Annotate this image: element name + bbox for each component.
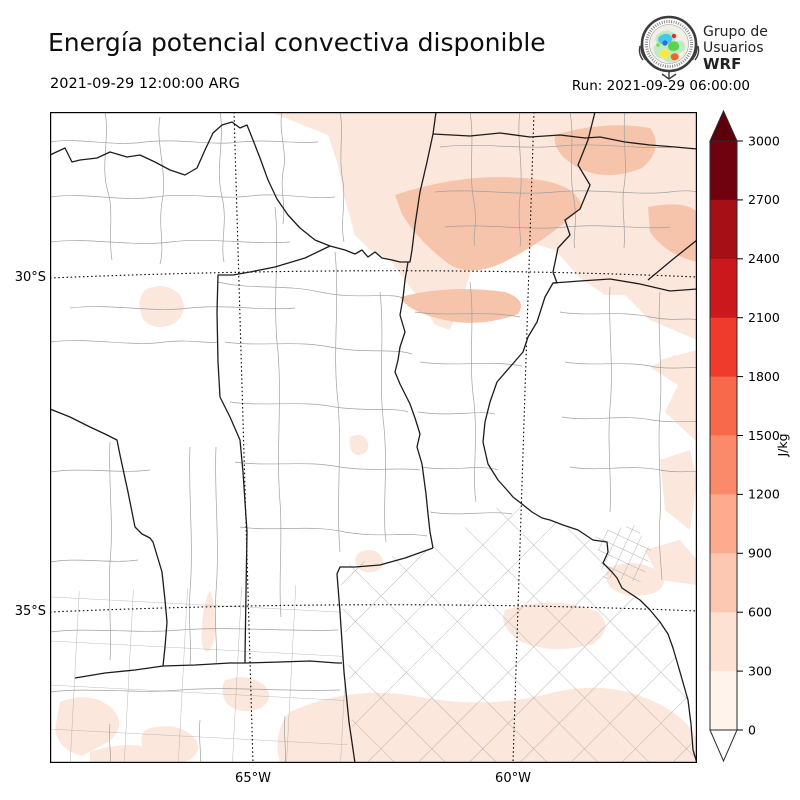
colorbar-tick-label: 0	[748, 722, 756, 737]
map-border	[50, 112, 697, 763]
colorbar-segment	[710, 553, 737, 613]
colorbar-segment	[710, 612, 737, 672]
wrf-logo-wordmark: Grupo de Usuarios WRF	[703, 24, 768, 72]
colorbar-segment	[710, 199, 737, 260]
colorbar-segment	[710, 494, 737, 554]
colorbar-segment	[710, 317, 737, 378]
colorbar-tick-label: 3000	[748, 133, 780, 148]
colorbar-segment	[710, 435, 737, 495]
page-title: Energía potencial convectiva disponible	[48, 28, 546, 57]
colorbar-unit-label: J/kg	[775, 433, 790, 457]
department-boundaries	[50, 112, 697, 763]
colorbar-tick-label: 2700	[748, 192, 780, 207]
colorbar-tick-label: 2400	[748, 251, 780, 266]
cape-map	[50, 112, 697, 763]
valid-time-label: 2021-09-29 12:00:00 ARG	[50, 76, 240, 92]
run-time-label: Run: 2021-09-29 06:00:00	[571, 78, 750, 94]
graticule	[50, 112, 697, 763]
province-boundaries	[50, 112, 697, 763]
wrf-logo-icon	[638, 12, 700, 80]
colorbar-segments	[710, 141, 737, 731]
logo-line-1: Grupo de	[703, 24, 768, 40]
lat-tick-30s: 30°S	[14, 270, 46, 285]
lat-tick-35s: 35°S	[14, 604, 46, 619]
colorbar-tick-label: 300	[748, 663, 772, 678]
map-canvas	[50, 112, 697, 763]
colorbar-tick-label: 1200	[748, 487, 780, 502]
colorbar-tick-label: 2100	[748, 310, 780, 325]
parallel-30s	[50, 270, 697, 279]
colorbar-tick-label: 1800	[748, 369, 780, 384]
colorbar-segment	[710, 376, 737, 437]
colorbar-tick-label: 1500	[748, 428, 780, 443]
metro-departments-grid	[595, 525, 652, 582]
colorbar-segment	[710, 671, 737, 731]
colorbar-tick-label: 600	[748, 605, 772, 620]
logo-line-3: WRF	[703, 55, 742, 73]
buenos-aires-department-grid	[337, 497, 697, 763]
logo-line-2: Usuarios	[703, 40, 764, 56]
colorbar-tick-label: 900	[748, 546, 772, 561]
lon-tick-65w: 65°W	[235, 771, 271, 786]
colorbar-segment	[710, 258, 737, 319]
lon-tick-60w: 60°W	[495, 771, 531, 786]
colorbar-segment	[710, 141, 737, 201]
la-pampa-department-grid	[50, 584, 348, 763]
colorbar: 3000 2700 2400 2100 1800 1500 1200 900 600 300 0 J…	[703, 105, 800, 775]
colorbar-under-arrow	[709, 729, 738, 763]
colorbar-over-arrow	[709, 109, 738, 142]
